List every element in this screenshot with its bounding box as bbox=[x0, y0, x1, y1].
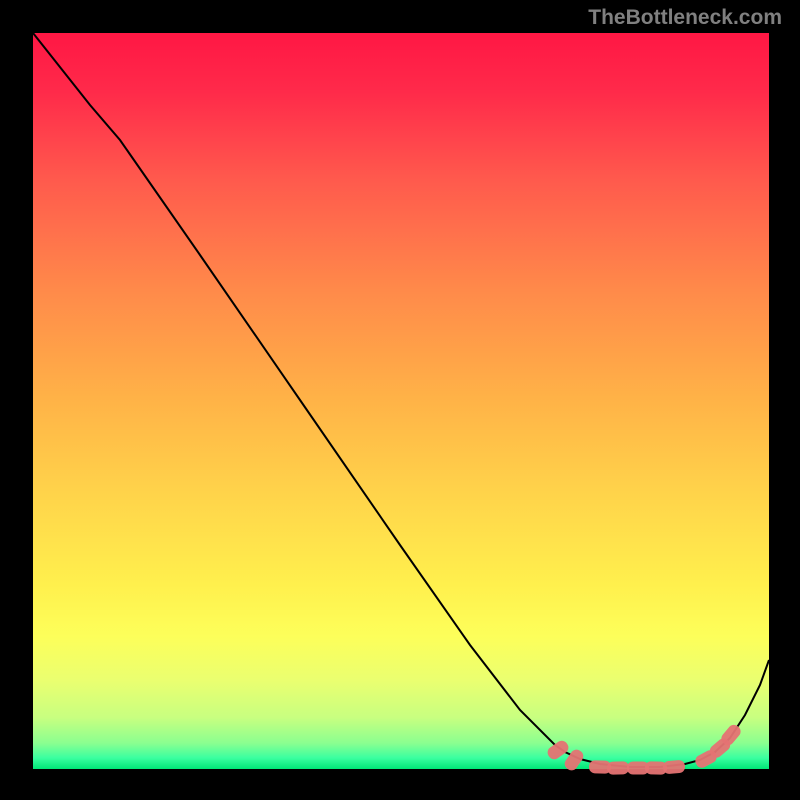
chart-svg bbox=[0, 0, 800, 800]
watermark-text: TheBottleneck.com bbox=[588, 6, 782, 30]
plot-background bbox=[33, 33, 769, 769]
curve-marker bbox=[662, 760, 685, 775]
chart-container: TheBottleneck.com bbox=[0, 0, 800, 800]
curve-marker bbox=[607, 761, 629, 775]
